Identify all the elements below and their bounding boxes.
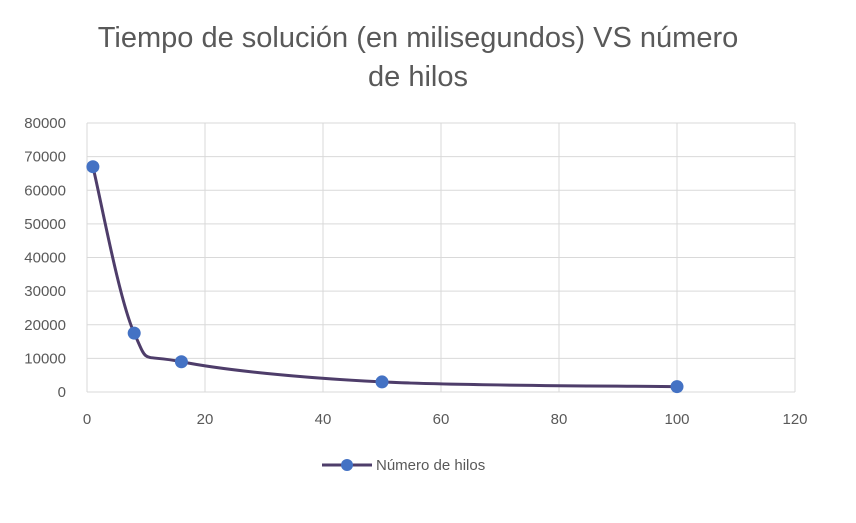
- y-tick-label: 40000: [24, 250, 66, 267]
- data-point[interactable]: [86, 160, 100, 174]
- legend: Número de hilos: [322, 457, 485, 474]
- data-point[interactable]: [174, 355, 188, 369]
- x-axis-tick-labels: 0 20 40 60 80 100 120: [83, 411, 808, 428]
- x-tick-label: 40: [315, 411, 332, 428]
- y-axis-tick-labels: 0 10000 20000 30000 40000 50000 60000 70000 8000…: [24, 115, 66, 401]
- data-point[interactable]: [375, 375, 389, 389]
- y-tick-label: 20000: [24, 317, 66, 334]
- x-tick-label: 0: [83, 411, 91, 428]
- x-tick-label: 20: [197, 411, 214, 428]
- y-tick-label: 60000: [24, 182, 66, 199]
- y-tick-label: 50000: [24, 216, 66, 233]
- data-point[interactable]: [127, 326, 141, 340]
- y-tick-label: 70000: [24, 149, 66, 166]
- chart-title-line-1: Tiempo de solución (en milisegundos) VS …: [98, 22, 738, 54]
- data-point[interactable]: [670, 380, 684, 394]
- legend-label: Número de hilos: [376, 457, 485, 474]
- x-tick-label: 100: [664, 411, 689, 428]
- gridlines: [86, 122, 796, 393]
- y-tick-label: 30000: [24, 283, 66, 300]
- legend-marker-swatch: [341, 459, 353, 471]
- chart-title-line-2: de hilos: [368, 61, 468, 93]
- x-tick-label: 60: [433, 411, 450, 428]
- series-group: [86, 160, 684, 394]
- x-tick-label: 120: [782, 411, 807, 428]
- y-tick-label: 0: [58, 384, 66, 401]
- y-tick-label: 80000: [24, 115, 66, 132]
- series-line: [91, 166, 678, 389]
- x-tick-label: 80: [551, 411, 568, 428]
- y-tick-label: 10000: [24, 350, 66, 367]
